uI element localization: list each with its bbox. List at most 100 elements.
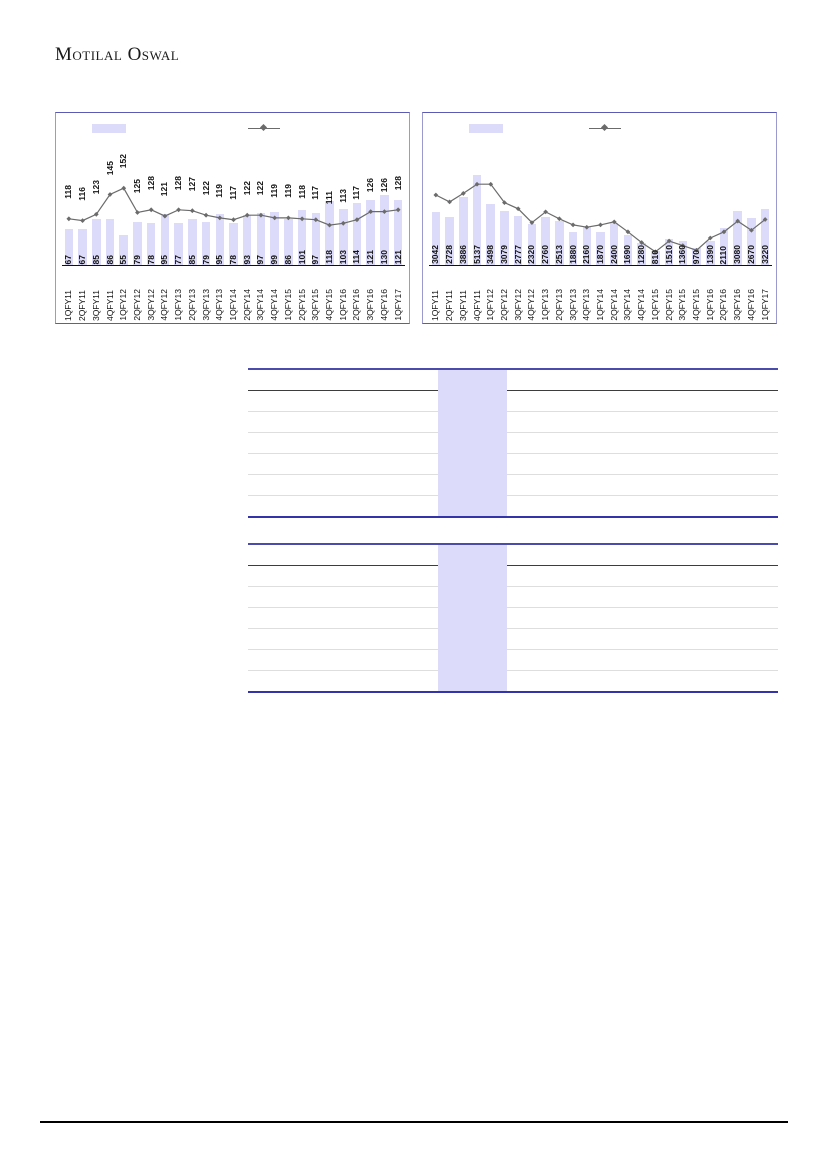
bar-value-label: 114 [351, 250, 362, 264]
highlighted-column-header [438, 544, 507, 566]
x-axis-label: 1QFY14 [595, 289, 605, 321]
chart-right-axis [429, 265, 772, 267]
x-axis-label: 1QFY15 [282, 289, 293, 321]
table-row[interactable] [248, 629, 778, 650]
bar-value-label: 5137 [471, 245, 482, 264]
table-body [248, 390, 778, 516]
x-axis-label: 4QFY13 [581, 289, 592, 321]
bar [311, 212, 321, 265]
bar-column [215, 139, 225, 265]
bar-value-label: 970 [691, 249, 702, 264]
bar-value-label: 2728 [444, 245, 455, 264]
bar-column [568, 139, 578, 265]
chart-left: 67 67 85 86 55 79 78 95 77 85 79 95 78 93 97 99 86 101 97 1… [55, 112, 410, 324]
bar [500, 210, 509, 265]
bar-value-label: 97 [310, 254, 321, 264]
x-axis-label: 2QFY12 [131, 289, 142, 321]
bar [188, 219, 197, 265]
table-row[interactable] [248, 671, 778, 691]
x-axis-label: 3QFY13 [200, 289, 211, 321]
table-one [248, 368, 778, 518]
bar [366, 199, 375, 265]
bar-column [92, 139, 101, 265]
bar [174, 223, 183, 265]
x-axis-label: 1QFY12 [485, 289, 496, 321]
line-value-label: 119 [269, 183, 280, 198]
line-value-label: 111 [324, 191, 335, 205]
line-series [433, 181, 768, 255]
x-axis-label: 2QFY14 [241, 289, 252, 321]
table-top-rule [248, 543, 778, 545]
table-row[interactable] [248, 391, 778, 412]
bar [270, 211, 279, 265]
bar-column [160, 139, 170, 265]
bar-value-label: 78 [145, 254, 156, 264]
table-row[interactable] [248, 608, 778, 629]
line-value-label: 126 [365, 177, 376, 192]
bar [760, 208, 770, 265]
bar-column [596, 139, 605, 265]
bar-column [297, 139, 307, 265]
x-axis-label: 2QFY16 [351, 289, 362, 321]
bar-value-label: 3498 [485, 245, 496, 264]
bar [596, 232, 605, 265]
bar-column [201, 139, 211, 265]
bar-column [284, 139, 293, 265]
legend-line-marker-icon [259, 123, 268, 131]
bar-value-label: 101 [296, 249, 307, 264]
table-row[interactable] [248, 433, 778, 454]
table-row[interactable] [248, 496, 778, 516]
bar-column [582, 139, 592, 265]
table-body [248, 565, 778, 691]
bar-column [146, 139, 156, 265]
x-axis-label: 3QFY15 [677, 289, 688, 321]
x-axis-label: 2QFY12 [498, 289, 509, 321]
chart-right: 3042 2728 3886 5137 3498 3079 2777 2320 2760 2513… [422, 112, 777, 324]
table-row[interactable] [248, 650, 778, 671]
x-axis-label: 4QFY15 [324, 289, 335, 321]
bar [229, 222, 238, 265]
bar-value-label: 79 [131, 254, 142, 264]
x-axis-label: 3QFY11 [90, 289, 101, 321]
x-axis-label: 4QFY14 [269, 289, 280, 321]
x-axis-label: 2QFY16 [718, 289, 729, 321]
x-axis-label: 4QFY13 [214, 289, 225, 321]
x-axis-label: 4QFY16 [378, 289, 389, 321]
table-bottom-rule [248, 690, 778, 693]
bar-column [651, 139, 660, 265]
line-value-label: 128 [173, 175, 184, 190]
x-axis-label: 1QFY14 [228, 289, 238, 321]
x-axis-label: 1QFY11 [63, 289, 74, 321]
bar-value-label: 121 [392, 249, 403, 264]
bar [692, 247, 701, 265]
bar-column [242, 139, 252, 265]
bar-column [541, 139, 550, 265]
table-row[interactable] [248, 412, 778, 433]
x-axis-label: 2QFY15 [663, 289, 674, 321]
chart-right-bars [429, 139, 772, 265]
bar-value-label: 2670 [745, 245, 756, 264]
x-axis-label: 2QFY14 [608, 289, 619, 321]
table-row[interactable] [248, 587, 778, 608]
table-row[interactable] [248, 475, 778, 496]
bar-column [500, 139, 509, 265]
line-value-label: 119 [214, 183, 225, 198]
line-value-label: 152 [118, 154, 129, 169]
bar [445, 217, 454, 265]
table-row[interactable] [248, 454, 778, 475]
bar-column [733, 139, 742, 265]
bar-value-label: 86 [104, 254, 115, 264]
bar-value-label: 3042 [430, 245, 441, 264]
line-value-label: 113 [337, 189, 348, 204]
header-highlight-wrap [248, 543, 778, 567]
bar-column [380, 139, 389, 265]
line-value-label: 127 [186, 176, 197, 191]
bar-column [747, 139, 756, 265]
table-row[interactable] [248, 566, 778, 587]
bar-column [459, 139, 468, 265]
legend-line-marker-icon [600, 123, 609, 131]
x-axis-label: 1QFY11 [430, 289, 441, 321]
bar [133, 222, 142, 265]
bar-column [692, 139, 701, 265]
bar-value-label: 121 [365, 249, 376, 264]
